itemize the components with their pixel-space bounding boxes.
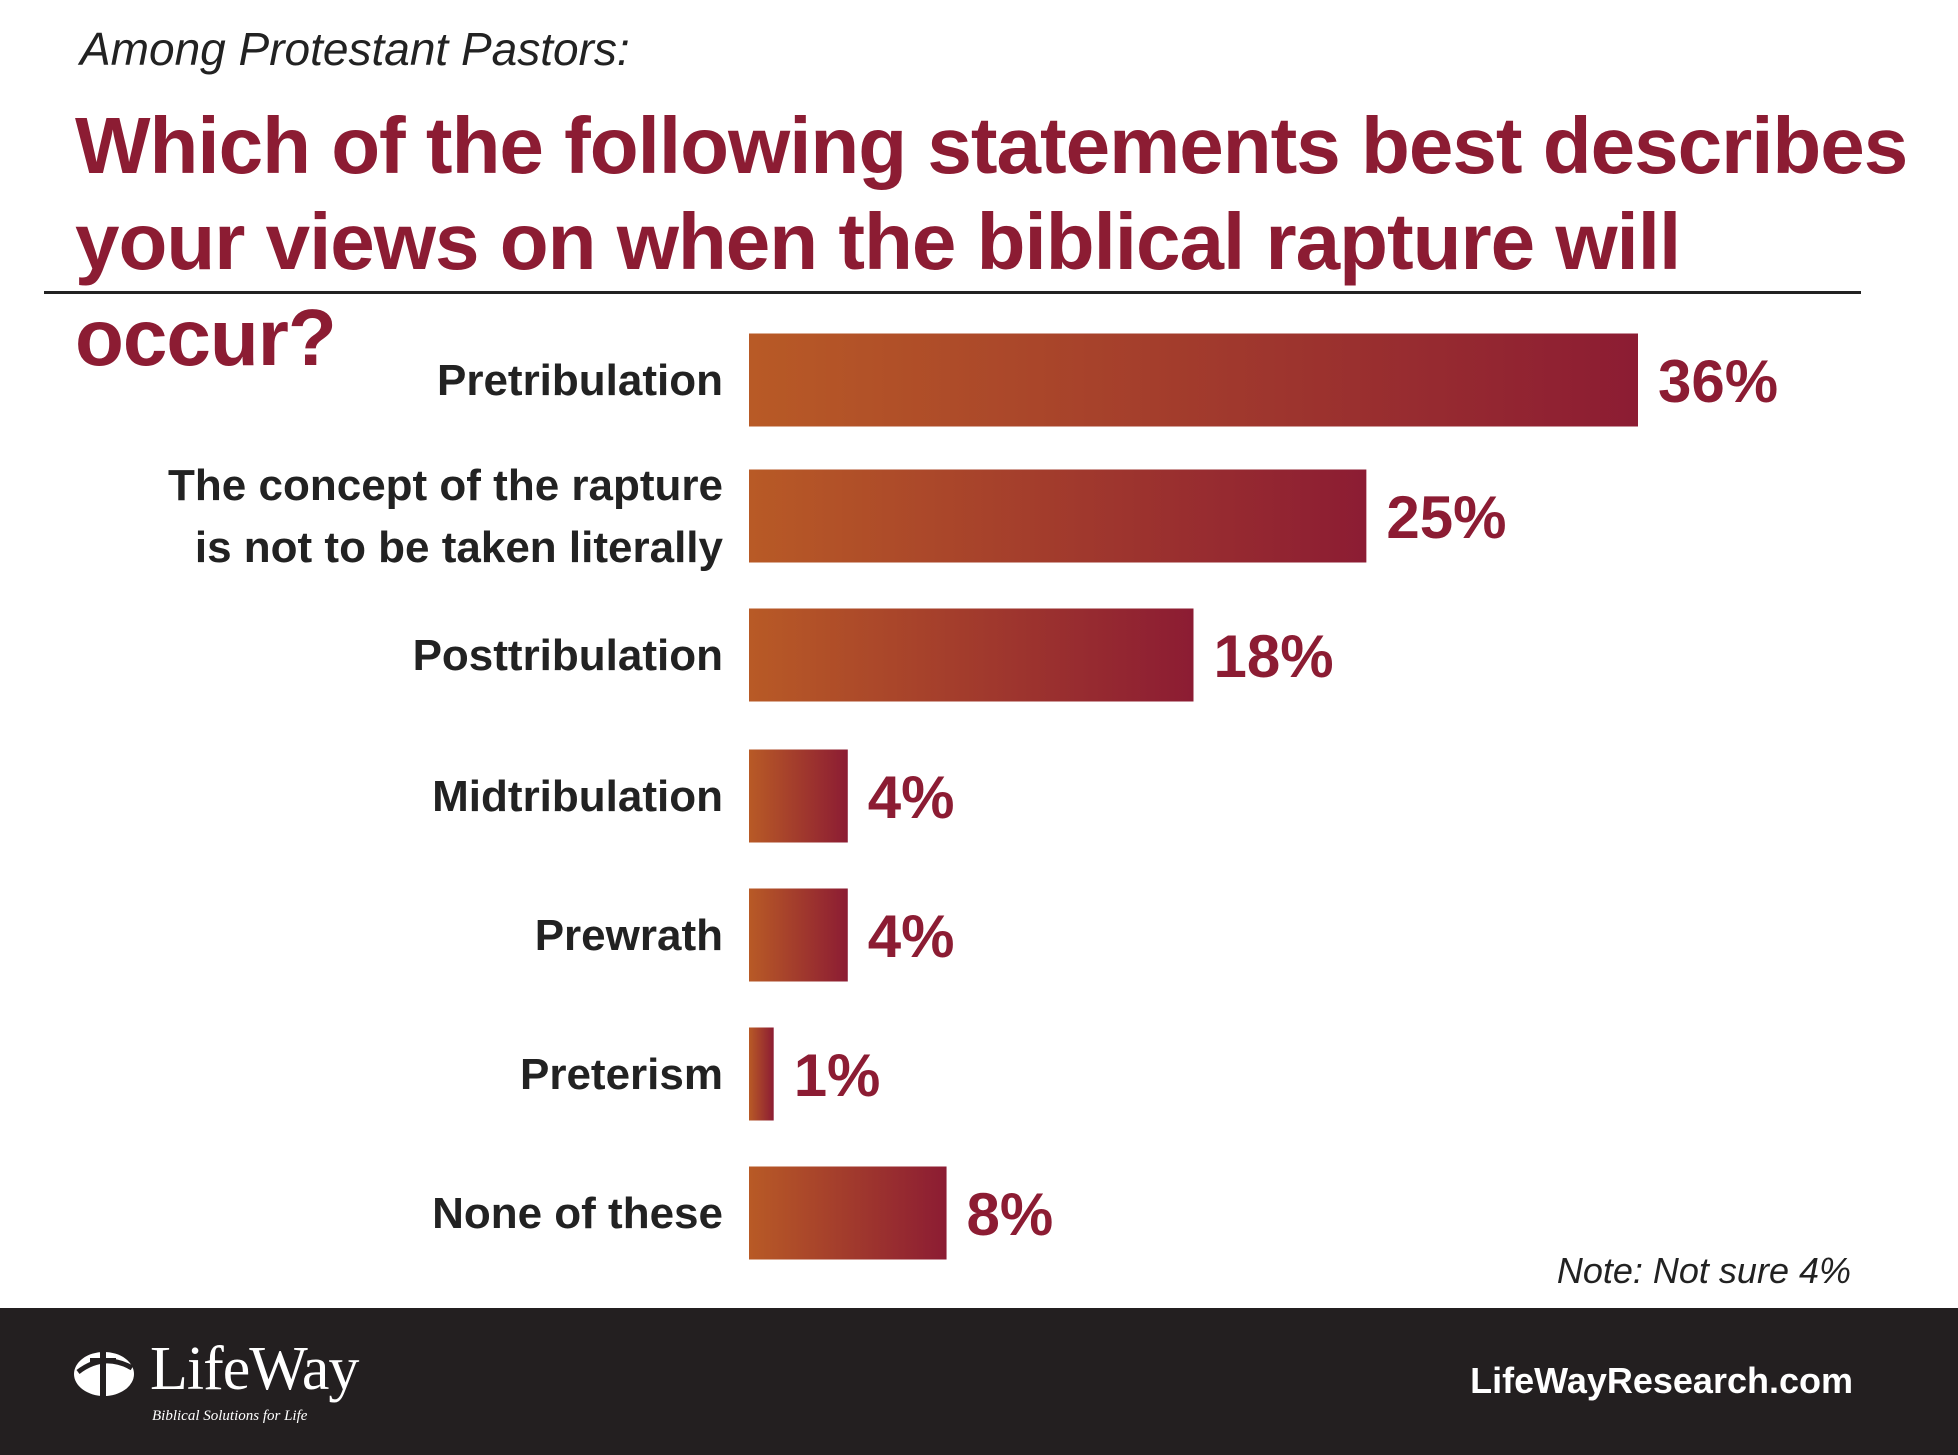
footer-bar: LifeWay Biblical Solutions for Life Life… bbox=[0, 1308, 1958, 1455]
lifeway-logo[interactable]: LifeWay Biblical Solutions for Life bbox=[70, 1335, 390, 1436]
data-label: 18% bbox=[1214, 623, 1334, 690]
category-label: Pretribulation bbox=[437, 356, 723, 405]
chart-marks: 36% Pretribulation 25% The concept of the r… bbox=[168, 333, 1778, 1260]
category-label: None of these bbox=[432, 1189, 723, 1238]
bar bbox=[749, 1166, 947, 1260]
bar bbox=[749, 749, 848, 843]
category-label: is not to be taken literally bbox=[195, 523, 724, 572]
category-label: Preterism bbox=[520, 1050, 723, 1099]
chart-subtitle: Among Protestant Pastors: bbox=[80, 23, 630, 75]
data-label: 4% bbox=[868, 764, 955, 831]
data-label: 25% bbox=[1386, 484, 1506, 551]
website-link[interactable]: LifeWayResearch.com bbox=[1470, 1360, 1853, 1401]
logo-mark-icon bbox=[74, 1348, 134, 1396]
title-divider bbox=[44, 291, 1861, 294]
bar-chart: 36% Pretribulation 25% The concept of the r… bbox=[168, 333, 1778, 1260]
bar bbox=[749, 888, 848, 982]
bar bbox=[749, 608, 1194, 702]
bar bbox=[749, 333, 1638, 427]
data-label: 4% bbox=[868, 903, 955, 970]
data-label: 1% bbox=[794, 1042, 881, 1109]
data-label: 8% bbox=[967, 1181, 1054, 1248]
category-label: Prewrath bbox=[535, 911, 723, 960]
category-label: Midtribulation bbox=[432, 772, 723, 821]
chart-title: Which of the following statements best d… bbox=[75, 101, 1908, 382]
logo-tagline: Biblical Solutions for Life bbox=[152, 1408, 308, 1424]
footnote: Note: Not sure 4% bbox=[1556, 1250, 1851, 1291]
data-label: 36% bbox=[1658, 348, 1778, 415]
bar bbox=[749, 1027, 774, 1121]
bar bbox=[749, 469, 1367, 563]
category-label: The concept of the rapture bbox=[168, 461, 723, 510]
category-label: Posttribulation bbox=[413, 631, 723, 680]
logo-wordmark: LifeWay bbox=[150, 1335, 359, 1403]
